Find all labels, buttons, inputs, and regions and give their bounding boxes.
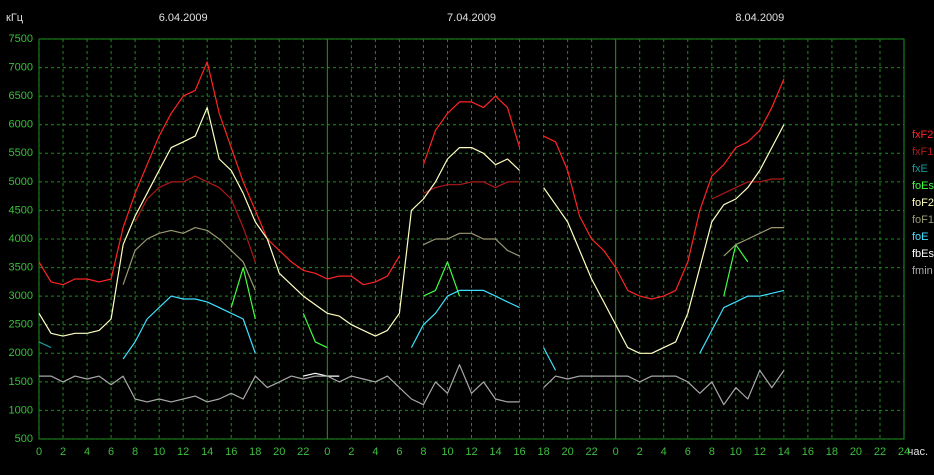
series-line	[38, 107, 785, 354]
y-unit: кГц	[6, 12, 24, 24]
y-tick-label: 500	[15, 433, 33, 445]
y-tick-label: 6500	[9, 90, 33, 102]
date-label: 7.04.2009	[447, 12, 496, 24]
y-tick-label: 6000	[9, 119, 33, 131]
x-tick-label: 24	[898, 446, 910, 458]
series-line	[134, 175, 784, 263]
x-tick-label: 20	[850, 446, 862, 458]
series-line	[39, 364, 785, 406]
x-tick-label: 20	[561, 446, 573, 458]
y-tick-label: 5500	[9, 147, 33, 159]
x-tick-label: 6	[396, 446, 402, 458]
x-tick-label: 12	[177, 446, 189, 458]
legend-entry: foE	[912, 231, 929, 243]
x-tick-label: 0	[613, 446, 619, 458]
series-line	[303, 372, 340, 377]
y-tick-label: 3000	[9, 290, 33, 302]
x-tick-label: 22	[586, 446, 598, 458]
x-tick-label: 2	[348, 446, 354, 458]
x-tick-label: 8	[132, 446, 138, 458]
legend-entry: foF1	[912, 214, 934, 226]
x-tick-label: 18	[537, 446, 549, 458]
x-tick-label: 8	[709, 446, 715, 458]
series-line	[38, 341, 52, 349]
y-tick-label: 5000	[9, 176, 33, 188]
series-line	[38, 61, 785, 300]
y-tick-label: 2500	[9, 319, 33, 331]
date-label: 8.04.2009	[735, 12, 784, 24]
x-tick-label: 0	[324, 446, 330, 458]
legend-entry: foF2	[912, 197, 934, 209]
x-tick-label: 2	[637, 446, 643, 458]
y-tick-label: 7000	[9, 61, 33, 73]
legend-entry: fxF2	[912, 129, 933, 141]
x-tick-label: 16	[802, 446, 814, 458]
x-tick-label: 10	[730, 446, 742, 458]
x-tick-label: 12	[754, 446, 766, 458]
x-tick-label: 14	[489, 446, 501, 458]
x-tick-label: 4	[372, 446, 378, 458]
x-tick-label: 10	[441, 446, 453, 458]
x-unit: час.	[908, 446, 928, 458]
y-tick-label: 7500	[9, 33, 33, 45]
legend-entry: fmin	[912, 265, 933, 277]
x-tick-label: 22	[297, 446, 309, 458]
x-tick-label: 14	[778, 446, 790, 458]
date-label: 6.04.2009	[159, 12, 208, 24]
y-tick-label: 2000	[9, 347, 33, 359]
x-tick-label: 6	[685, 446, 691, 458]
series-line	[122, 227, 784, 291]
y-tick-label: 1500	[9, 376, 33, 388]
x-tick-label: 20	[273, 446, 285, 458]
x-tick-label: 0	[36, 446, 42, 458]
x-tick-label: 6	[108, 446, 114, 458]
x-tick-label: 10	[153, 446, 165, 458]
x-tick-label: 4	[84, 446, 90, 458]
x-tick-label: 16	[225, 446, 237, 458]
series-line	[230, 244, 749, 349]
legend-entry: fxF1	[912, 146, 933, 158]
x-tick-label: 4	[661, 446, 667, 458]
legend-entry: fxE	[912, 163, 928, 175]
y-tick-label: 3500	[9, 261, 33, 273]
series-line	[122, 289, 785, 371]
x-tick-label: 12	[465, 446, 477, 458]
x-tick-label: 16	[513, 446, 525, 458]
y-tick-label: 1000	[9, 404, 33, 416]
legend-entry: foEs	[912, 180, 934, 192]
x-tick-label: 18	[826, 446, 838, 458]
x-tick-label: 8	[420, 446, 426, 458]
x-tick-label: 18	[249, 446, 261, 458]
x-tick-label: 2	[60, 446, 66, 458]
y-tick-label: 4500	[9, 204, 33, 216]
legend-entry: fbEs	[912, 248, 934, 260]
x-tick-label: 22	[874, 446, 886, 458]
y-tick-label: 4000	[9, 233, 33, 245]
x-tick-label: 14	[201, 446, 213, 458]
